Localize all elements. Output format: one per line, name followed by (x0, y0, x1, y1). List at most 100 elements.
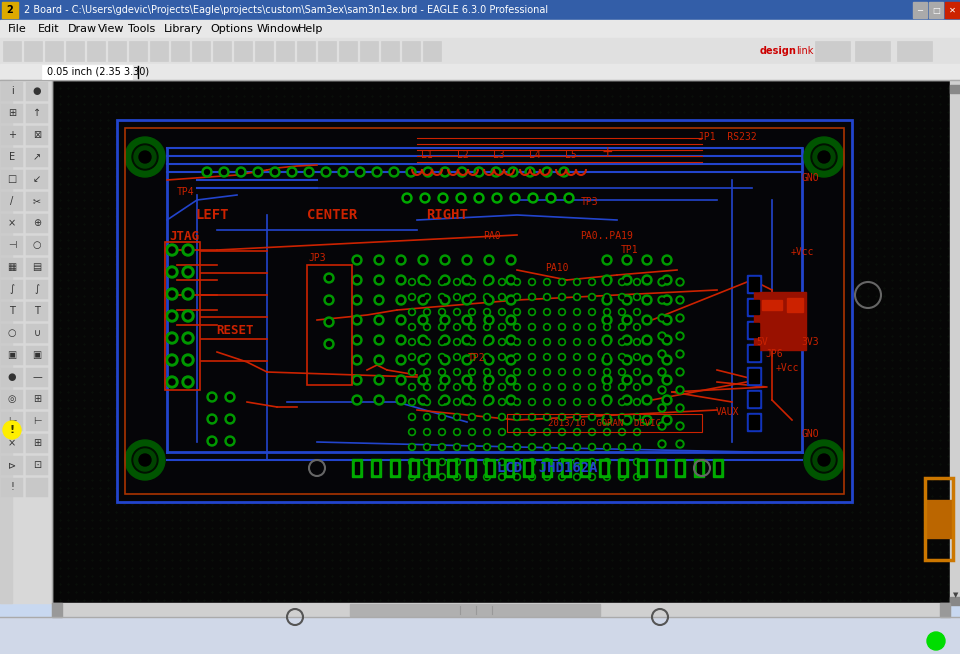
Circle shape (441, 475, 444, 479)
Circle shape (634, 398, 640, 405)
Circle shape (590, 295, 594, 299)
Circle shape (440, 255, 450, 265)
Circle shape (425, 169, 430, 175)
Circle shape (484, 279, 491, 286)
Circle shape (529, 413, 536, 421)
Text: +Vcc: +Vcc (790, 247, 814, 257)
Circle shape (374, 295, 384, 305)
Text: ×: × (8, 438, 16, 448)
Circle shape (618, 473, 626, 481)
Circle shape (602, 295, 612, 305)
Circle shape (642, 255, 652, 265)
Bar (656, 459, 666, 477)
Circle shape (605, 415, 609, 419)
Circle shape (530, 475, 534, 479)
Circle shape (459, 196, 464, 201)
Circle shape (516, 400, 518, 404)
Circle shape (425, 370, 429, 374)
Bar (66, 41, 84, 61)
Circle shape (253, 167, 263, 177)
Circle shape (410, 340, 414, 344)
Circle shape (658, 314, 666, 322)
Bar (26, 170, 48, 189)
Circle shape (559, 167, 569, 177)
Circle shape (529, 473, 536, 481)
Circle shape (182, 310, 194, 322)
Circle shape (404, 196, 410, 201)
Circle shape (166, 288, 178, 300)
Circle shape (644, 398, 650, 402)
Circle shape (622, 395, 632, 405)
Text: ⊢: ⊢ (33, 416, 41, 426)
Circle shape (457, 167, 467, 177)
Circle shape (620, 340, 624, 344)
Circle shape (543, 458, 550, 466)
Circle shape (443, 358, 447, 362)
Circle shape (575, 475, 579, 479)
Circle shape (453, 294, 461, 300)
Circle shape (439, 339, 445, 345)
Circle shape (678, 442, 682, 446)
Circle shape (425, 355, 429, 359)
Text: JTAG: JTAG (169, 230, 199, 243)
Bar (339, 41, 357, 61)
Circle shape (622, 255, 632, 265)
Circle shape (604, 339, 611, 345)
Circle shape (352, 395, 362, 405)
Circle shape (425, 445, 429, 449)
Circle shape (620, 460, 624, 464)
Circle shape (500, 310, 504, 314)
Circle shape (514, 324, 520, 330)
Circle shape (500, 385, 504, 388)
Circle shape (658, 368, 666, 376)
Text: ↙: ↙ (33, 174, 41, 184)
Bar (42, 65, 132, 79)
Text: RIGHT: RIGHT (426, 208, 468, 222)
Circle shape (169, 357, 175, 363)
Circle shape (409, 279, 416, 286)
Circle shape (678, 406, 682, 410)
Bar (117, 120, 852, 502)
Bar (26, 280, 48, 299)
Circle shape (561, 385, 564, 388)
Text: LEFT: LEFT (195, 208, 228, 222)
Bar (749, 277, 759, 291)
Circle shape (207, 392, 217, 402)
Circle shape (514, 413, 520, 421)
Circle shape (642, 375, 652, 385)
Bar (117, 120, 852, 502)
Circle shape (354, 317, 359, 322)
Bar (599, 459, 609, 477)
Circle shape (559, 398, 565, 405)
Circle shape (409, 294, 416, 300)
Bar (1, 280, 23, 299)
Circle shape (543, 294, 550, 300)
Circle shape (498, 324, 506, 330)
Bar (697, 462, 701, 474)
Circle shape (514, 473, 520, 481)
Circle shape (527, 169, 533, 175)
Circle shape (462, 335, 472, 345)
Circle shape (410, 280, 414, 284)
Circle shape (660, 370, 664, 374)
Circle shape (498, 294, 506, 300)
Circle shape (561, 400, 564, 404)
Circle shape (453, 413, 461, 421)
Circle shape (207, 414, 217, 424)
Circle shape (440, 315, 450, 325)
Circle shape (516, 325, 518, 329)
Circle shape (438, 193, 448, 203)
Circle shape (575, 445, 579, 449)
Circle shape (605, 258, 610, 262)
Circle shape (396, 395, 406, 405)
Circle shape (409, 354, 416, 360)
Circle shape (545, 415, 549, 419)
Circle shape (425, 460, 429, 464)
Circle shape (573, 368, 581, 375)
Circle shape (355, 167, 365, 177)
Bar (659, 462, 663, 474)
Circle shape (530, 445, 534, 449)
Circle shape (658, 440, 666, 448)
Circle shape (324, 295, 334, 305)
Circle shape (545, 460, 549, 464)
